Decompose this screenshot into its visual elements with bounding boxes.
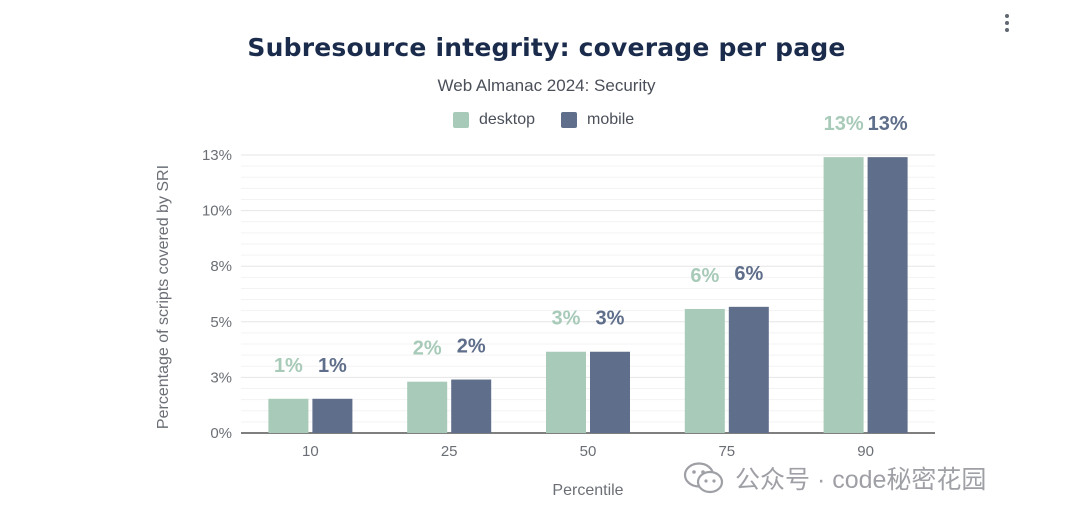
- bar-mobile-25: [451, 379, 492, 433]
- bar-desktop-10: [268, 398, 309, 433]
- wechat-icon: [683, 462, 724, 494]
- y-tick-label: 0%: [210, 425, 232, 442]
- legend-label-desktop: desktop: [479, 111, 536, 128]
- data-label-mobile-10: 1%: [318, 355, 347, 377]
- data-label-mobile-90: 13%: [868, 113, 908, 135]
- legend-label-mobile: mobile: [587, 111, 635, 128]
- y-tick-label: 3%: [210, 369, 232, 386]
- more-vertical-icon[interactable]: [996, 10, 1018, 36]
- x-axis-title: Percentile: [552, 482, 624, 499]
- y-axis-title: Percentage of scripts covered by SRI: [155, 164, 172, 430]
- bar-desktop-50: [546, 351, 586, 433]
- legend: desktop mobile: [453, 111, 660, 129]
- bar-mobile-90: [867, 157, 908, 433]
- x-tick-label: 75: [718, 443, 735, 460]
- bar-mobile-10: [312, 398, 353, 433]
- bar-mobile-75: [728, 306, 769, 433]
- data-label-mobile-25: 2%: [457, 336, 486, 358]
- legend-item-mobile[interactable]: mobile: [561, 111, 634, 129]
- chart-title: Subresource integrity: coverage per page: [247, 33, 846, 62]
- data-label-desktop-25: 2%: [413, 338, 442, 360]
- y-tick-label: 8%: [210, 258, 232, 275]
- legend-swatch-mobile: [561, 112, 578, 128]
- legend-swatch-desktop: [453, 112, 469, 128]
- y-tick-label: 13%: [202, 147, 232, 164]
- x-tick-label: 25: [441, 443, 458, 460]
- legend-item-desktop[interactable]: desktop: [453, 111, 535, 129]
- x-tick-label: 90: [857, 443, 874, 460]
- watermark-text: 公众号 · code秘密花园: [735, 466, 987, 494]
- data-label-mobile-75: 6%: [734, 263, 763, 285]
- chart-subtitle: Web Almanac 2024: Security: [437, 76, 656, 95]
- y-tick-label: 10%: [202, 203, 232, 220]
- data-label-desktop-90: 13%: [824, 113, 864, 135]
- bar-desktop-75: [684, 308, 725, 433]
- y-tick-label: 5%: [210, 314, 232, 331]
- data-label-desktop-50: 3%: [552, 308, 581, 330]
- x-tick-label: 10: [302, 443, 319, 460]
- data-label-desktop-75: 6%: [690, 265, 719, 287]
- bar-mobile-50: [590, 351, 630, 433]
- x-tick-label: 50: [580, 443, 597, 460]
- bar-desktop-25: [407, 381, 448, 433]
- data-label-desktop-10: 1%: [274, 355, 303, 377]
- watermark: 公众号 · code秘密花园: [683, 460, 986, 496]
- data-label-mobile-50: 3%: [596, 308, 625, 330]
- bar-desktop-90: [823, 157, 864, 433]
